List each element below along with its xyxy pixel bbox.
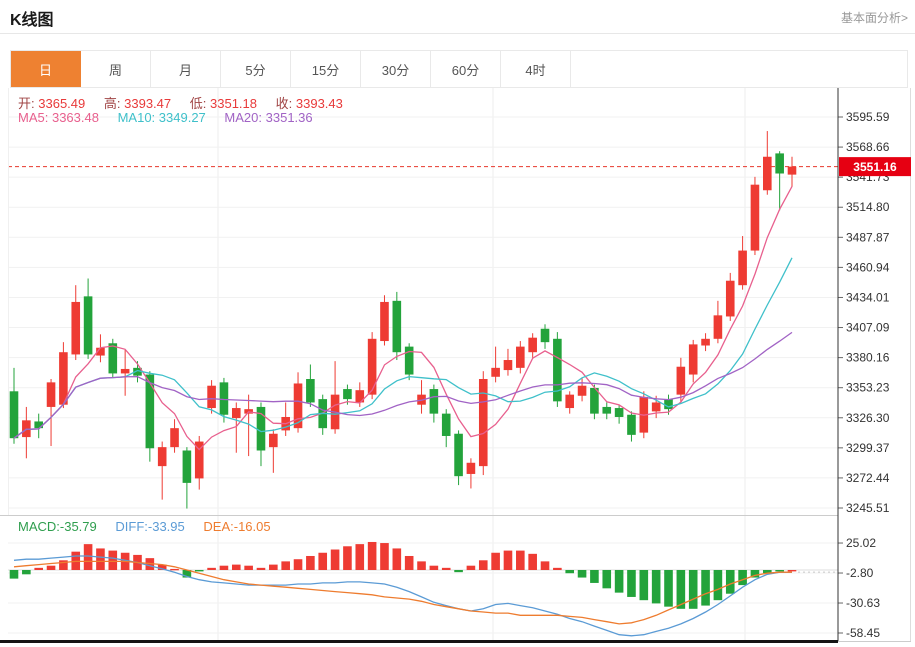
svg-text:3353.23: 3353.23 bbox=[846, 381, 890, 395]
ma-row: MA5: 3363.48 MA10: 3349.27 MA20: 3351.36 bbox=[18, 110, 328, 125]
svg-text:25.02: 25.02 bbox=[846, 536, 876, 550]
svg-text:3380.16: 3380.16 bbox=[846, 351, 890, 365]
diff-line bbox=[13, 555, 792, 637]
candlestick-series bbox=[9, 131, 797, 509]
tab-5分[interactable]: 5分 bbox=[221, 51, 291, 87]
macd-histogram bbox=[9, 541, 797, 609]
macd-row: MACD:-35.79 DIFF:-33.95 DEA:-16.05 bbox=[18, 519, 286, 534]
svg-text:-2.80: -2.80 bbox=[846, 566, 874, 580]
diff-value: DIFF:-33.95 bbox=[115, 519, 185, 534]
svg-text:3326.30: 3326.30 bbox=[846, 411, 890, 425]
svg-text:3434.01: 3434.01 bbox=[846, 290, 890, 304]
svg-text:3568.66: 3568.66 bbox=[846, 140, 890, 154]
ma5-value: MA5: 3363.48 bbox=[18, 110, 99, 125]
tab-60分[interactable]: 60分 bbox=[431, 51, 501, 87]
high-value: 高: 3393.47 bbox=[103, 96, 172, 111]
ma5-line bbox=[13, 186, 793, 451]
ma10-value: MA10: 3349.27 bbox=[117, 110, 206, 125]
header: K线图 基本面分析> bbox=[0, 0, 915, 34]
tab-周[interactable]: 周 bbox=[81, 51, 151, 87]
kline-chart-canvas[interactable]: 3595.593568.663541.733514.803487.873460.… bbox=[0, 88, 915, 647]
page-title: K线图 bbox=[10, 12, 54, 29]
price-axis-ticks: 3595.593568.663541.733514.803487.873460.… bbox=[8, 110, 890, 515]
ma20-line bbox=[13, 331, 793, 439]
ma10-line bbox=[13, 257, 793, 439]
tab-4时[interactable]: 4时 bbox=[501, 51, 571, 87]
svg-text:3514.80: 3514.80 bbox=[846, 200, 890, 214]
svg-text:-30.63: -30.63 bbox=[846, 596, 880, 610]
last-price-tag bbox=[839, 157, 911, 177]
tab-30分[interactable]: 30分 bbox=[361, 51, 431, 87]
svg-text:3460.94: 3460.94 bbox=[846, 260, 890, 274]
fundamental-analysis-link[interactable]: 基本面分析> bbox=[840, 11, 908, 25]
ohlc-row: 开: 3365.49 高: 3393.47 低: 3351.18 收: 3393… bbox=[18, 93, 358, 112]
svg-text:3487.87: 3487.87 bbox=[846, 230, 890, 244]
svg-text:3407.09: 3407.09 bbox=[846, 321, 890, 335]
svg-text:-58.45: -58.45 bbox=[846, 626, 880, 640]
tab-月[interactable]: 月 bbox=[151, 51, 221, 87]
tab-15分[interactable]: 15分 bbox=[291, 51, 361, 87]
svg-text:3299.37: 3299.37 bbox=[846, 441, 890, 455]
interval-tabbar: 日周月 5分 15分 30分 60分 4时 bbox=[10, 50, 908, 88]
dea-value: DEA:-16.05 bbox=[203, 519, 271, 534]
close-value: 收: 3393.43 bbox=[275, 96, 343, 111]
macd-value: MACD:-35.79 bbox=[18, 519, 97, 534]
low-value: 低: 3351.18 bbox=[189, 96, 257, 111]
dea-line bbox=[13, 560, 792, 625]
tab-日[interactable]: 日 bbox=[11, 51, 81, 87]
svg-text:3595.59: 3595.59 bbox=[846, 110, 890, 124]
macd-axis-ticks: 25.02 -2.80 -30.63 -58.45 bbox=[8, 536, 880, 640]
last-price-tag-text: 3551.16 bbox=[853, 160, 897, 174]
svg-text:3245.51: 3245.51 bbox=[846, 501, 890, 515]
open-value: 开: 3365.49 bbox=[18, 96, 86, 111]
ma20-value: MA20: 3351.36 bbox=[224, 110, 313, 125]
svg-text:3272.44: 3272.44 bbox=[846, 471, 890, 485]
